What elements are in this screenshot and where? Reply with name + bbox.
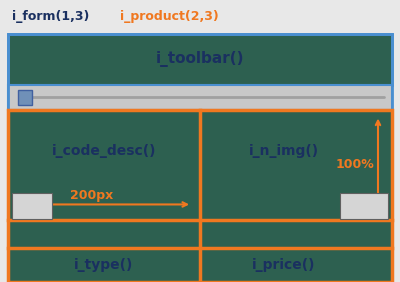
Bar	[8, 0, 392, 34]
Text: i_form(1,3): i_form(1,3)	[12, 10, 89, 23]
Bar	[18, 89, 32, 105]
Text: i_type(): i_type()	[74, 258, 134, 272]
Text: 200px: 200px	[70, 189, 114, 202]
Bar	[8, 34, 392, 85]
Text: Price: Price	[352, 201, 376, 211]
Text: Type: Type	[21, 201, 43, 211]
Text: 100%: 100%	[335, 158, 374, 171]
Bar	[8, 85, 392, 110]
Bar	[340, 193, 388, 219]
Text: i_price(): i_price()	[252, 258, 316, 272]
Bar	[8, 110, 392, 282]
Bar	[8, 110, 200, 220]
Bar	[200, 110, 392, 220]
Text: i_n_img(): i_n_img()	[249, 144, 319, 158]
Text: i_product(2,3): i_product(2,3)	[120, 10, 219, 23]
Text: i_toolbar(): i_toolbar()	[156, 51, 244, 67]
Bar	[8, 34, 392, 282]
Bar	[8, 220, 392, 248]
Bar	[12, 193, 52, 219]
Text: i_code_desc(): i_code_desc()	[52, 144, 156, 158]
Bar	[8, 248, 392, 282]
